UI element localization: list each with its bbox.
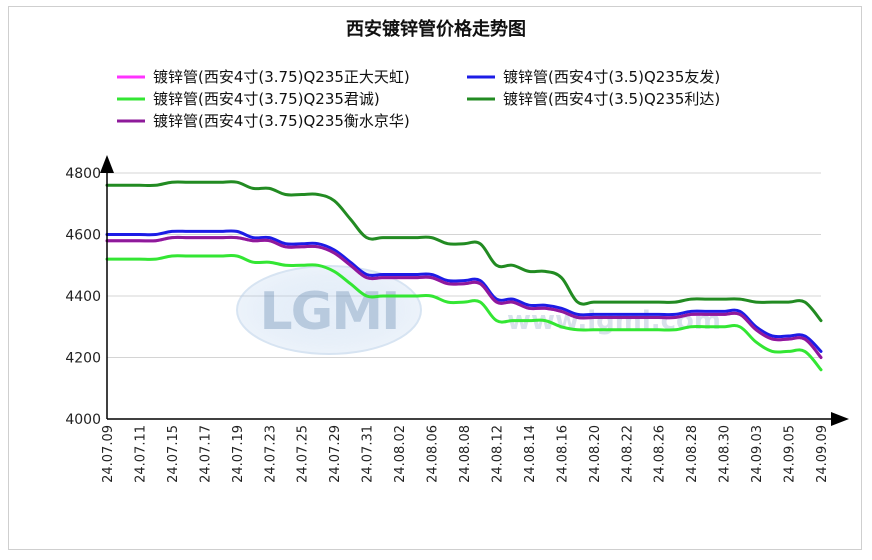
x-tick-label: 24.07.09 bbox=[101, 425, 116, 483]
y-tick-label: 4400 bbox=[65, 289, 101, 305]
series-line-3 bbox=[105, 180, 823, 323]
x-tick-label: 24.08.28 bbox=[685, 425, 700, 483]
x-tick-label: 24.08.08 bbox=[458, 425, 473, 483]
x-tick-label: 24.08.22 bbox=[620, 425, 635, 483]
watermark: LGMI www.lgmi.com bbox=[236, 265, 721, 355]
x-tick-label: 24.08.12 bbox=[490, 425, 505, 483]
series-line-1 bbox=[105, 229, 823, 353]
legend-label: 镀锌管(西安4寸(3.75)Q235正大天虹) bbox=[153, 68, 410, 86]
x-tick-label: 24.08.20 bbox=[588, 425, 603, 483]
watermark-logo: LGMI bbox=[260, 282, 399, 342]
x-axis-arrow bbox=[831, 412, 849, 426]
x-tick-label: 24.08.30 bbox=[718, 425, 733, 483]
x-tick-label: 24.08.26 bbox=[653, 425, 668, 483]
y-tick-labels: 4000 4200 4400 4600 4800 bbox=[65, 166, 101, 428]
x-tick-label: 24.07.25 bbox=[296, 425, 311, 483]
chart: 西安镀锌管价格走势图 镀锌管(西安4寸(3.75)Q235正大天虹) 镀锌管(西安… bbox=[65, 18, 849, 483]
legend-label: 镀锌管(西安4寸(3.5)Q235利达) bbox=[503, 90, 720, 108]
watermark-oval bbox=[236, 265, 422, 355]
legend-label: 镀锌管(西安4寸(3.75)Q235君诚) bbox=[153, 90, 380, 108]
legend-label: 镀锌管(西安4寸(3.75)Q235衡水京华) bbox=[153, 112, 410, 130]
x-tick-label: 24.07.19 bbox=[231, 425, 246, 483]
x-tick-label: 24.07.17 bbox=[198, 425, 213, 483]
x-tick-label: 24.09.03 bbox=[750, 425, 765, 483]
y-axis-arrow bbox=[100, 155, 114, 173]
x-tick-label: 24.09.09 bbox=[815, 425, 830, 483]
grid bbox=[107, 172, 821, 358]
series-line-4 bbox=[105, 235, 823, 359]
x-tick-label: 24.07.31 bbox=[361, 425, 376, 483]
x-tick-labels: 24.07.09 24.07.11 24.07.15 24.07.17 24.07.19… bbox=[101, 425, 830, 483]
series-line-2 bbox=[105, 254, 823, 372]
legend-label: 镀锌管(西安4寸(3.5)Q235友发) bbox=[503, 68, 720, 86]
chart-frame: 西安镀锌管价格走势图 镀锌管(西安4寸(3.75)Q235正大天虹) 镀锌管(西安… bbox=[8, 6, 862, 550]
x-tick-label: 24.07.23 bbox=[263, 425, 278, 483]
x-tick-label: 24.07.29 bbox=[328, 425, 343, 483]
series-group bbox=[105, 180, 823, 372]
axes bbox=[100, 155, 849, 426]
legend: 镀锌管(西安4寸(3.75)Q235正大天虹) 镀锌管(西安4寸(3.5)Q235… bbox=[117, 68, 720, 130]
chart-title: 西安镀锌管价格走势图 bbox=[346, 18, 526, 40]
x-tick-label: 24.08.02 bbox=[393, 425, 408, 483]
y-tick-label: 4600 bbox=[65, 228, 101, 244]
x-tick-label: 24.08.14 bbox=[523, 425, 538, 483]
y-tick-label: 4800 bbox=[65, 166, 101, 182]
y-tick-label: 4000 bbox=[65, 412, 101, 428]
x-tick-label: 24.07.11 bbox=[133, 425, 148, 483]
x-tick-label: 24.08.16 bbox=[555, 425, 570, 483]
x-tick-label: 24.08.06 bbox=[426, 425, 441, 483]
y-tick-label: 4200 bbox=[65, 351, 101, 367]
x-tick-label: 24.09.05 bbox=[783, 425, 798, 483]
x-tick-label: 24.07.15 bbox=[166, 425, 181, 483]
